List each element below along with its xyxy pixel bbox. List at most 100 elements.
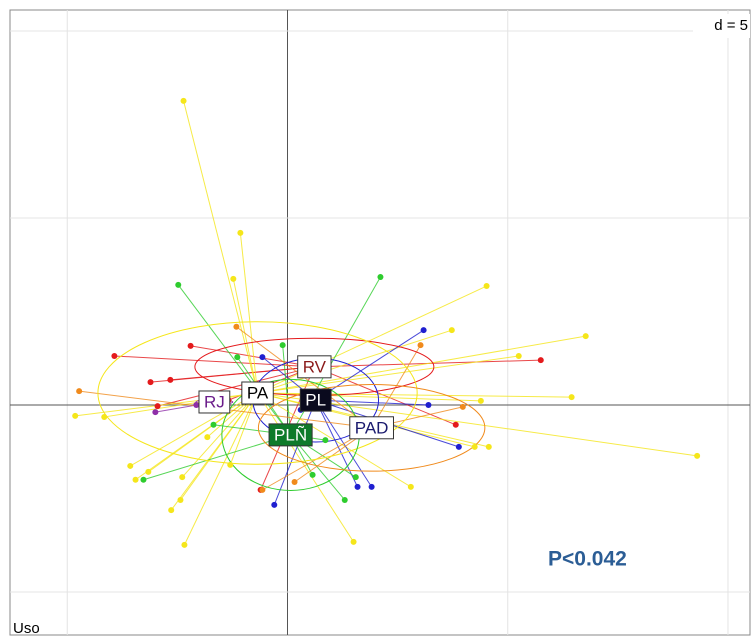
star-line: [315, 329, 424, 401]
point: [291, 479, 298, 486]
point: [210, 421, 217, 428]
point: [140, 476, 147, 483]
star-line: [232, 278, 259, 394]
point: [455, 443, 462, 450]
star-line: [130, 392, 258, 467]
star-line: [282, 345, 292, 435]
class-center: [349, 416, 394, 440]
corner-label: Uso: [13, 620, 40, 637]
point: [175, 281, 182, 288]
star-line: [315, 399, 358, 488]
point: [76, 388, 83, 395]
point: [477, 397, 484, 404]
point: [322, 437, 329, 444]
scale-box: [693, 14, 750, 38]
point: [279, 342, 286, 349]
star-line: [157, 366, 315, 407]
star-line: [371, 344, 421, 429]
point: [537, 357, 544, 364]
star-line: [314, 366, 456, 426]
class-label: PL: [305, 391, 326, 410]
point: [234, 354, 241, 361]
point: [237, 229, 244, 236]
point: [259, 486, 266, 493]
point: [168, 507, 175, 514]
star-line: [170, 366, 315, 381]
point: [193, 401, 200, 408]
point: [582, 333, 589, 340]
annotation: P<0.042: [548, 548, 627, 571]
point: [368, 483, 375, 490]
point: [147, 379, 154, 386]
class-label: PA: [247, 383, 269, 402]
point: [167, 376, 174, 383]
star-line: [239, 232, 259, 394]
class-label-group: RJ: [198, 390, 231, 414]
point: [204, 434, 211, 441]
star-line: [257, 392, 481, 402]
star-line: [104, 392, 258, 418]
plot-frame: [9, 9, 751, 636]
point: [177, 496, 184, 503]
star-line: [170, 392, 258, 511]
star-line: [143, 434, 291, 481]
point: [154, 403, 161, 410]
point: [101, 413, 108, 420]
point: [309, 471, 316, 478]
point: [377, 274, 384, 281]
star-line: [257, 329, 452, 394]
point: [425, 401, 432, 408]
star-line: [257, 355, 519, 394]
point: [72, 412, 79, 419]
star-line: [315, 399, 429, 406]
class-label: RJ: [204, 392, 225, 411]
point: [568, 394, 575, 401]
point: [271, 501, 278, 508]
star-line: [135, 392, 258, 481]
point: [452, 421, 459, 428]
point: [259, 354, 266, 361]
point: [181, 541, 188, 548]
star-line: [177, 284, 291, 436]
point: [471, 443, 478, 450]
class-label-group: PLÑ: [268, 423, 313, 447]
point: [459, 403, 466, 410]
point: [420, 327, 427, 334]
point: [515, 352, 522, 359]
point: [233, 323, 240, 330]
point: [354, 483, 361, 490]
point: [152, 409, 159, 416]
star-line: [273, 399, 317, 506]
star-line: [257, 392, 354, 543]
point: [180, 97, 187, 104]
star-line: [190, 345, 315, 368]
star-line: [183, 100, 259, 394]
point: [694, 452, 701, 459]
star-line: [183, 392, 258, 546]
class-center: [299, 388, 332, 412]
class-label-group: PL: [299, 388, 332, 412]
point: [227, 461, 234, 468]
class-center: [241, 381, 274, 405]
star-line: [181, 392, 258, 478]
point: [132, 476, 139, 483]
class-center: [297, 355, 332, 379]
point: [179, 474, 186, 481]
point: [111, 352, 118, 359]
point: [341, 496, 348, 503]
scale-label: d = 5: [714, 17, 748, 34]
class-label: RV: [303, 357, 327, 376]
class-label: PLÑ: [274, 425, 307, 444]
point: [350, 538, 357, 545]
point: [352, 474, 359, 481]
point: [145, 468, 152, 475]
point: [448, 327, 455, 334]
point: [127, 462, 134, 469]
class-label: PAD: [355, 418, 389, 437]
class-label-group: PAD: [349, 416, 394, 440]
star-line: [257, 285, 487, 394]
class-ellipse: [257, 383, 486, 472]
point: [230, 275, 237, 282]
point: [417, 342, 424, 349]
